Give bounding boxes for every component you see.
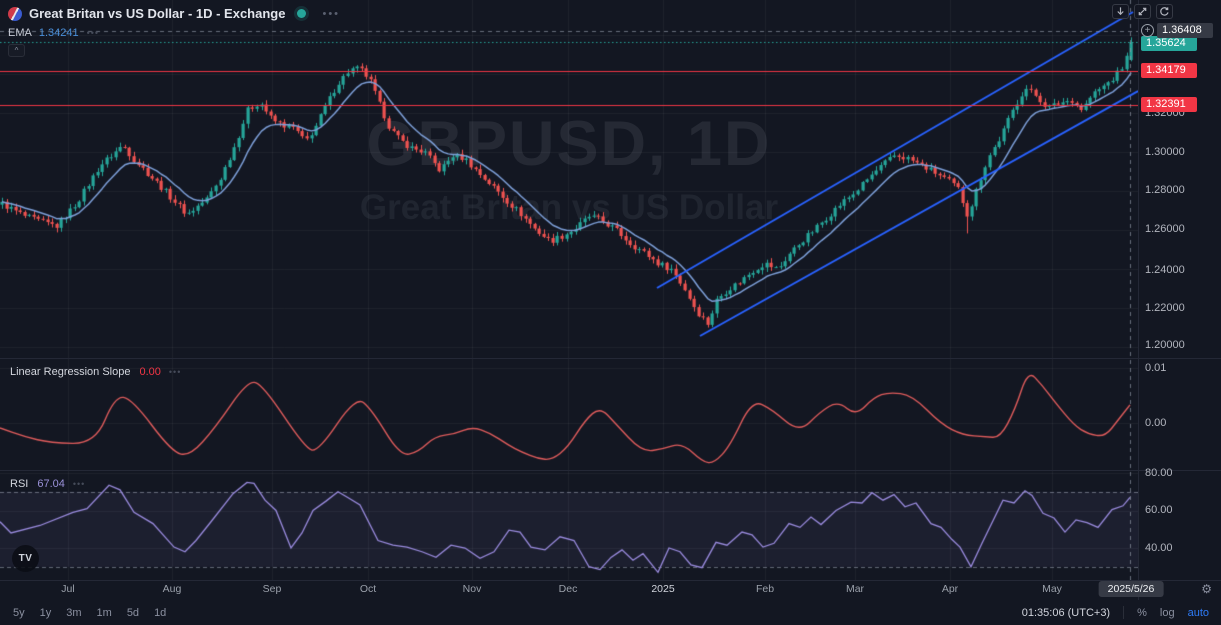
crosshair-date-label: 2025/5/26 — [1098, 581, 1164, 597]
range-button-1d[interactable]: 1d — [154, 606, 167, 619]
time-axis-month: Aug — [162, 583, 182, 595]
time-axis-month: Jul — [61, 583, 75, 595]
price-axis-tick: 0.00 — [1145, 417, 1167, 429]
price-axis-tick: 1.22000 — [1145, 302, 1185, 314]
price-axis-tick: 80.00 — [1145, 467, 1173, 479]
ema-legend-value: 1.34241 — [38, 26, 79, 39]
price-level-label: 1.34179 — [1141, 63, 1197, 78]
rsi-legend: RSI 67.04 ••• — [10, 477, 85, 491]
price-axis-tick: 1.28000 — [1145, 184, 1185, 196]
time-axis-month: Apr — [941, 583, 959, 595]
pane-separator[interactable] — [0, 358, 1221, 359]
lrs-legend-value: 0.00 — [139, 366, 161, 378]
ema-more-icon[interactable]: ••• — [86, 27, 100, 38]
add-alert-plus-icon[interactable]: + — [1141, 24, 1154, 37]
percent-scale-button[interactable]: % — [1137, 606, 1147, 619]
timezone-gear-icon[interactable]: ⚙ — [1201, 582, 1212, 596]
range-button-5y[interactable]: 5y — [13, 606, 25, 619]
time-axis-month: Sep — [262, 583, 282, 595]
price-axis-tick: 1.20000 — [1145, 339, 1185, 351]
crosshair-price-row: +1.36408 — [1141, 23, 1213, 38]
price-axis[interactable]: 1.32000 1.30000 1.28000 1.26000 1.24000 1.220… — [1139, 0, 1221, 580]
crosshair-price-label: 1.36408 — [1157, 23, 1213, 38]
date-range-buttons: 5y 1y 3m 1m 5d 1d — [0, 607, 166, 619]
price-axis-tick: 40.00 — [1145, 542, 1173, 554]
lrs-legend: Linear Regression Slope 0.00 ••• — [10, 365, 181, 379]
clock-label[interactable]: 01:35:06 (UTC+3) — [1021, 606, 1111, 619]
time-axis-month: Feb — [755, 583, 775, 595]
range-button-3m[interactable]: 3m — [66, 606, 82, 619]
price-axis-tick: 0.01 — [1145, 362, 1167, 374]
range-button-5d[interactable]: 5d — [126, 606, 140, 619]
tradingview-logo[interactable]: TV — [12, 545, 39, 572]
pane-separator[interactable] — [0, 470, 1221, 471]
ema-legend-label[interactable]: EMA — [8, 26, 32, 39]
scroll-to-recent-button[interactable] — [1112, 4, 1129, 19]
current-price-label: 1.35624 — [1141, 36, 1197, 51]
market-status-icon[interactable] — [297, 9, 307, 18]
legend-more-icon[interactable]: ••• — [322, 7, 341, 20]
lrs-legend-label[interactable]: Linear Regression Slope — [10, 366, 131, 378]
rsi-more-icon[interactable]: ••• — [72, 479, 86, 489]
price-axis-border — [1138, 0, 1139, 600]
symbol-title[interactable]: Great Britan vs US Dollar - 1D - Exchang… — [29, 6, 286, 21]
lrs-more-icon[interactable]: ••• — [168, 367, 182, 377]
price-axis-tick: 1.30000 — [1145, 146, 1185, 158]
time-axis-month: Dec — [558, 583, 578, 595]
time-axis-month: Oct — [359, 583, 377, 595]
legend-collapse-button[interactable]: ^ — [8, 44, 25, 57]
time-axis-month: May — [1042, 583, 1062, 595]
time-axis-border — [0, 580, 1221, 581]
restore-pane-button[interactable] — [1156, 4, 1173, 19]
symbol-legend: Great Britan vs US Dollar - 1D - Exchang… — [8, 5, 340, 57]
log-scale-button[interactable]: log — [1159, 606, 1175, 619]
price-axis-tick: 60.00 — [1145, 504, 1173, 516]
rsi-legend-label[interactable]: RSI — [10, 478, 29, 490]
maximize-pane-button[interactable] — [1134, 4, 1151, 19]
auto-scale-button[interactable]: auto — [1187, 606, 1209, 619]
time-axis[interactable]: Jul Aug Sep Oct Nov Dec 2025 Feb Mar Apr May 2025/5… — [0, 580, 1221, 600]
pane-buttons — [1112, 4, 1173, 19]
price-level-label: 1.32391 — [1141, 97, 1197, 112]
price-axis-tick: 1.24000 — [1145, 264, 1185, 276]
range-button-1m[interactable]: 1m — [96, 606, 112, 619]
price-axis-tick: 1.26000 — [1145, 223, 1185, 235]
bottom-toolbar: 5y 1y 3m 1m 5d 1d 01:35:06 (UTC+3) % log auto — [0, 600, 1221, 625]
time-axis-month: Mar — [845, 583, 865, 595]
range-button-1y[interactable]: 1y — [39, 606, 52, 619]
rsi-legend-value: 67.04 — [37, 478, 65, 490]
chart-canvas[interactable] — [0, 0, 1138, 580]
time-axis-month: 2025 — [651, 583, 675, 595]
toolbar-divider — [1123, 606, 1125, 619]
time-axis-month: Nov — [462, 583, 482, 595]
symbol-flag-icon — [8, 6, 22, 21]
